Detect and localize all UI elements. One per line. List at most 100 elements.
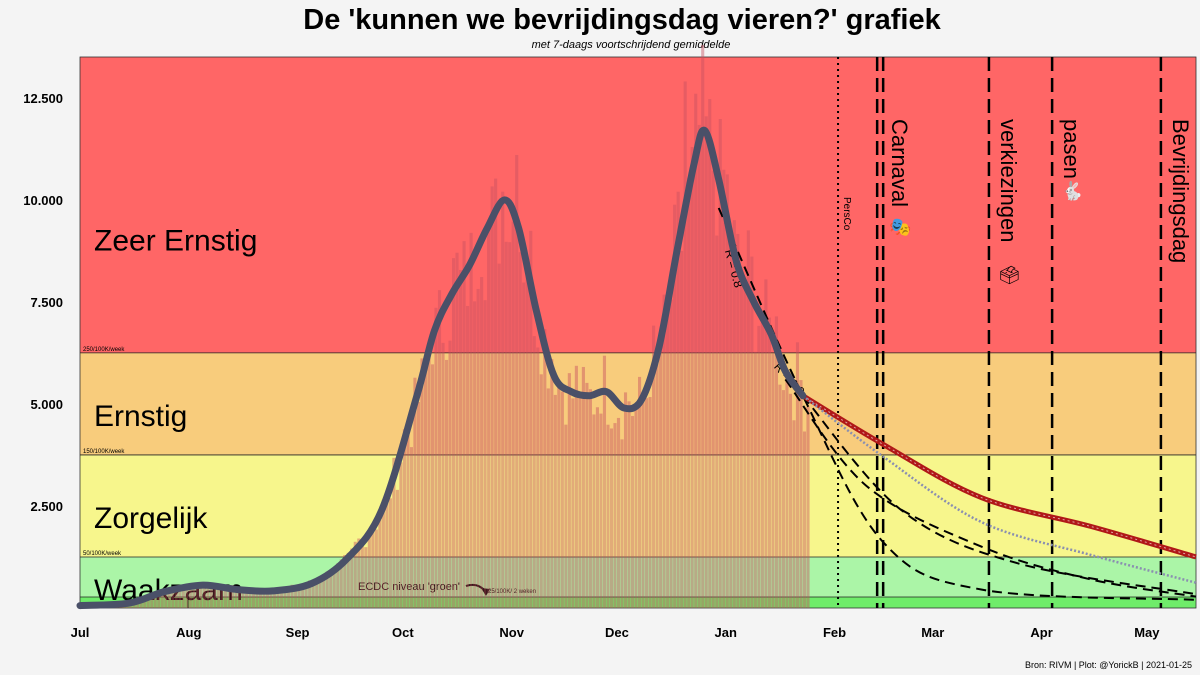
bar	[374, 529, 378, 608]
plot-frame	[79, 56, 1197, 609]
bar	[606, 424, 610, 608]
bar	[683, 81, 687, 608]
band-label-ernstig: Ernstig	[94, 400, 187, 433]
bar	[266, 592, 270, 608]
bar	[178, 590, 182, 608]
bar	[760, 322, 764, 608]
bar	[687, 177, 691, 608]
y-tick-10000: 10.000	[23, 193, 63, 208]
x-axis: Jul Aug Sep Oct Nov Dec Jan Feb Mar Apr May	[71, 625, 1161, 640]
y-tick-7500: 7.500	[30, 295, 63, 310]
bar	[385, 491, 389, 608]
bar	[164, 593, 168, 608]
bar	[599, 413, 603, 608]
projection-red-dots	[802, 395, 1197, 558]
bar	[767, 317, 771, 608]
y-axis: 2.500 5.000 7.500 10.000 12.500	[23, 91, 63, 514]
bar	[388, 498, 392, 608]
bar	[294, 588, 298, 608]
x-tick-dec: Dec	[605, 625, 629, 640]
bar	[308, 580, 312, 608]
event-label-persco: PersCo	[841, 197, 852, 231]
bar	[413, 377, 417, 608]
y-tick-5000: 5.000	[30, 397, 63, 412]
bar	[473, 301, 477, 608]
bar	[143, 598, 147, 608]
bar	[666, 296, 670, 608]
bar	[788, 393, 793, 608]
x-tick-nov: Nov	[499, 625, 524, 640]
bar	[304, 584, 308, 608]
bar	[792, 420, 796, 608]
bar	[483, 300, 487, 608]
bar	[574, 365, 578, 608]
bar	[213, 589, 217, 608]
bar	[416, 402, 421, 608]
bar	[153, 597, 157, 608]
bar	[230, 585, 235, 608]
bar	[525, 268, 529, 608]
ecdc-arrowhead	[481, 588, 490, 596]
band-note-zorgelijk: 50/100K/week	[83, 551, 122, 557]
bar	[638, 376, 642, 608]
projection-dashed-0	[717, 207, 1197, 601]
bar	[367, 535, 371, 608]
bar	[336, 563, 340, 608]
bar	[578, 395, 582, 608]
bar	[297, 586, 301, 608]
bar	[771, 353, 775, 608]
bar	[655, 347, 659, 608]
event-label-pasen: pasen	[1059, 119, 1084, 179]
bar	[322, 579, 326, 608]
bar	[216, 585, 220, 608]
bar	[223, 589, 227, 608]
bar	[174, 592, 178, 608]
bar	[659, 350, 663, 608]
bar	[395, 489, 399, 608]
bar	[781, 390, 785, 608]
event-icon-verkiezingen: 🗳	[998, 265, 1021, 286]
bar	[515, 154, 519, 608]
bar	[746, 230, 750, 609]
bar	[466, 305, 470, 608]
bar	[501, 191, 505, 608]
bar	[237, 587, 242, 608]
bar	[185, 586, 189, 608]
x-tick-apr: Apr	[1030, 625, 1052, 640]
bar	[694, 93, 698, 608]
bar	[350, 548, 354, 608]
chart-subtitle: met 7-daags voortschrijdend gemiddelde	[532, 39, 731, 51]
bar	[234, 589, 238, 608]
bar	[209, 586, 213, 608]
bar	[543, 329, 547, 608]
band-label-zorgelijk: Zorgelijk	[94, 502, 208, 535]
bar	[662, 294, 666, 608]
bar	[441, 342, 445, 608]
bar	[346, 552, 350, 608]
bar	[602, 355, 607, 608]
bar	[532, 336, 536, 608]
bar	[725, 174, 729, 608]
bar	[785, 372, 789, 608]
bar	[269, 591, 273, 608]
bar	[290, 584, 294, 608]
bar	[634, 403, 638, 608]
bar	[511, 221, 515, 609]
bar	[283, 586, 287, 608]
bar	[241, 590, 245, 608]
bar	[571, 398, 575, 608]
bar	[627, 401, 631, 608]
bar	[258, 588, 263, 608]
bar	[276, 593, 280, 608]
bar	[743, 288, 747, 608]
bar	[192, 589, 196, 608]
bar	[452, 258, 456, 608]
bar	[508, 242, 512, 608]
bar	[669, 299, 673, 608]
x-tick-feb: Feb	[823, 625, 846, 640]
bar	[592, 414, 596, 608]
ecdc-label: ECDC niveau 'groen'	[358, 581, 460, 593]
bar	[795, 342, 800, 608]
bar	[623, 392, 628, 608]
bar	[536, 347, 540, 608]
